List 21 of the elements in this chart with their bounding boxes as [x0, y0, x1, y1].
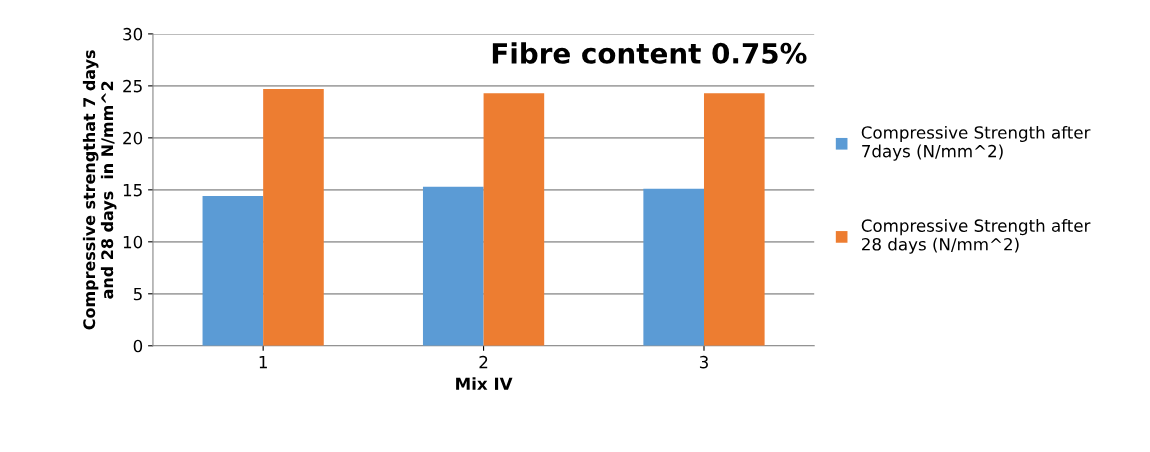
x-tick-label: 2: [479, 355, 488, 369]
bar: [202, 196, 264, 346]
y-tick-label: 0: [133, 339, 143, 353]
legend-label: Compressive Strength after 7days (N/mm^2): [861, 125, 1091, 161]
bar: [643, 188, 704, 346]
y-tick-label: 25: [123, 79, 142, 93]
y-tick-label: 20: [123, 131, 143, 145]
chart-title: Fibre content 0.75%: [492, 42, 807, 64]
y-tick-label: 30: [123, 27, 143, 41]
x-axis-title: Mix IV: [456, 377, 513, 390]
bar: [263, 89, 324, 346]
y-tick-label: 15: [123, 184, 142, 197]
bar: [422, 186, 484, 346]
legend-label: Compressive Strength after 28 days (N/mm^2): [861, 219, 1091, 254]
y-tick-label: 5: [133, 287, 142, 301]
x-tick-label: 3: [699, 355, 708, 369]
y-tick-label: 10: [123, 235, 143, 249]
bar: [483, 93, 545, 346]
y-axis-title: Compressive strengthat 7 days and 28 days in N/mm^2: [82, 50, 117, 330]
bar: [703, 93, 765, 346]
x-tick-label: 1: [259, 356, 267, 369]
